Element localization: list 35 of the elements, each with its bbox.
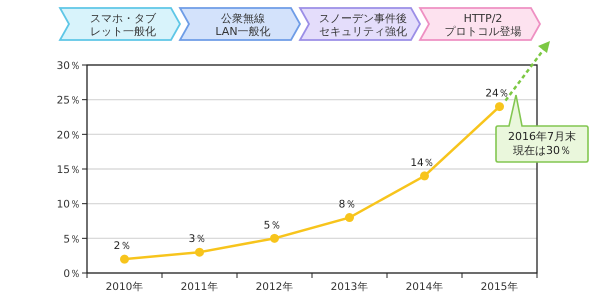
text: プロトコル登場 [444, 25, 522, 38]
data-label: 3％ [188, 233, 206, 246]
text: レット一般化 [90, 25, 156, 38]
text: 公衆無線 [221, 12, 265, 25]
text: スノーデン事件後 [319, 12, 407, 25]
y-tick-label: 25％ [56, 94, 81, 107]
data-label: 14％ [410, 156, 435, 169]
x-tick-label: 2015年 [480, 281, 518, 293]
x-tick-label: 2010年 [106, 281, 144, 293]
annotation: 2016年7月末 [508, 130, 576, 143]
y-tick-label: 5％ [63, 233, 81, 246]
y-tick-label: 10％ [56, 198, 81, 211]
point [495, 102, 504, 112]
text: セキュリティ強化 [319, 25, 407, 38]
text: HTTP/2 [464, 12, 502, 25]
x-tick-label: 2013年 [330, 281, 368, 293]
text: スマホ・タブ [90, 12, 157, 25]
data-label: 2％ [114, 240, 132, 252]
annotation: 現在は30％ [513, 144, 571, 157]
y-tick-label: 0％ [63, 268, 81, 280]
text: LAN一般化 [215, 25, 271, 38]
data-label: 8％ [338, 198, 356, 211]
x-tick-label: 2014年 [406, 281, 444, 293]
x-tick-label: 2012年 [256, 281, 294, 293]
point [120, 254, 129, 264]
x-tick-label: 2011年 [180, 281, 218, 293]
point [345, 213, 354, 222]
y-tick-label: 15％ [56, 164, 81, 176]
data-label: 24％ [485, 88, 510, 100]
point [270, 234, 279, 243]
point [420, 171, 429, 180]
point [195, 248, 204, 257]
y-tick-label: 30％ [56, 60, 81, 72]
y-tick-label: 20％ [56, 129, 81, 142]
data-label: 5％ [264, 219, 282, 232]
